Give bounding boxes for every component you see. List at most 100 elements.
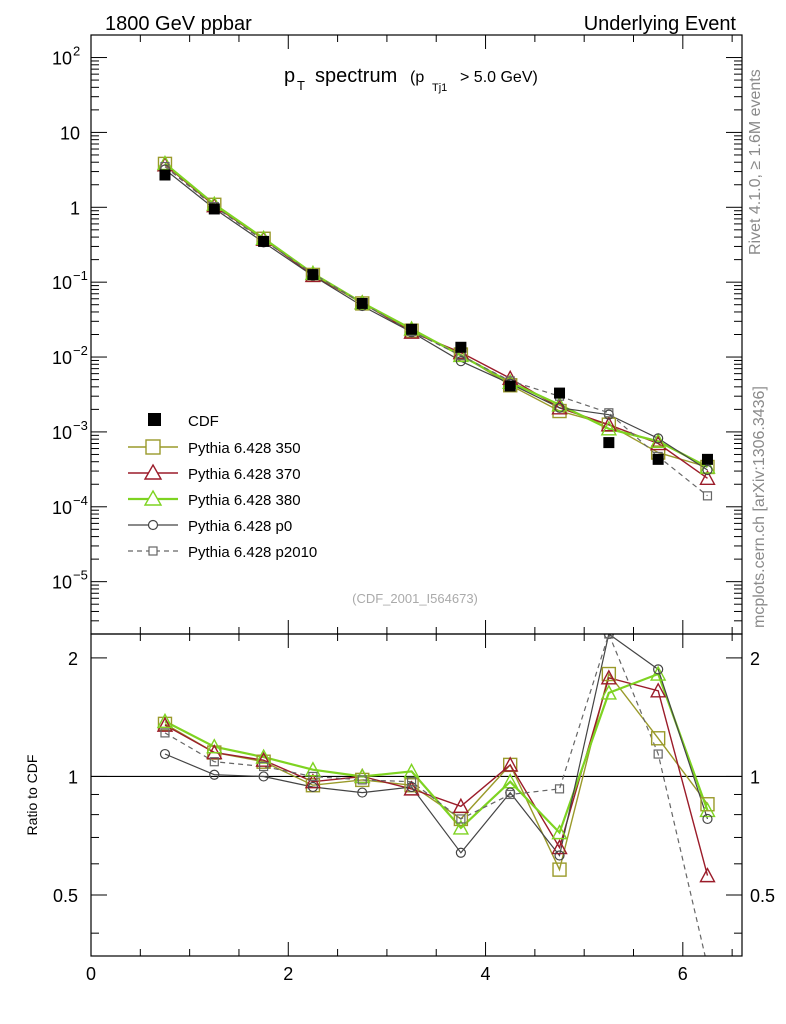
legend-label-cdf: CDF [188,413,219,430]
point-p2010 [702,491,713,501]
ratio-point-p2010 [160,728,170,738]
y-tick-label: 10 [52,498,72,518]
ratio-point-p2010 [406,777,417,787]
ratio-point-p370 [699,867,716,883]
ratio-point-p350 [601,666,617,682]
ratio-point-p2010 [209,757,219,767]
ratio-line-p2010 [164,634,706,956]
y-tick-exponent: −4 [73,493,88,508]
ratio-point-p370 [403,780,420,796]
point-cdf [356,297,368,309]
ratio-point-p350 [552,862,567,877]
legend: CDF Pythia 6.428 350 Pythia 6.428 370 Py… [128,413,317,561]
header-right: Underlying Event [584,13,737,35]
x-tick-label: 4 [481,964,491,984]
title-p: p [284,65,295,87]
ratio-y-tick-label-left: 2 [68,649,78,669]
ratio-frame [90,633,743,957]
ratio-y-tick-label-right: 0.5 [750,886,775,906]
point-cdf [701,453,713,465]
ratio-point-p350 [650,731,666,746]
y-tick-label: 10 [52,423,72,443]
ratio-point-p380 [649,665,667,681]
point-cdf [208,203,220,215]
ratio-point-p2010 [604,634,614,639]
legend-label-p2010: Pythia 6.428 p2010 [188,544,317,561]
plot-title: p T spectrum (p Tj1 > 5.0 GeV) [284,65,538,94]
ratio-point-p370 [156,716,174,732]
y-tick-exponent: −2 [73,343,88,358]
y-tick-exponent: −1 [73,268,88,283]
legend-marker-p2010 [148,546,158,556]
legend-label-p350: Pythia 6.428 350 [188,440,301,457]
ratio-point-p0 [307,781,319,793]
ratio-point-p350 [355,772,370,788]
y-tick-label: 10 [52,573,72,593]
mcplots-label: mcplots.cern.ch [arXiv:1306.3436] [751,386,768,628]
x-tick-label: 6 [678,964,688,984]
ratio-point-p2010 [456,814,466,824]
ratio-ylabel: Ratio to CDF [24,755,40,836]
ratio-y-tick-label-right: 1 [750,767,760,787]
ratio-line-p380 [164,672,709,835]
ratio-point-p0 [406,781,417,793]
ratio-point-p380 [206,738,223,754]
legend-label-p0: Pythia 6.428 p0 [188,518,292,535]
ratio-point-p380 [304,761,322,777]
main-series [156,154,716,501]
ratio-point-p380 [551,824,568,840]
ratio-point-p2010 [703,962,711,970]
point-p0 [554,402,565,413]
y-tick-label: 10 [60,123,80,143]
point-p370 [699,469,716,486]
ratio-point-p2010 [357,775,367,785]
point-cdf [258,235,270,247]
legend-marker-p380 [143,489,163,506]
y-tick-label: 1 [70,198,80,218]
ratio-line-p0 [164,634,709,857]
ratio-point-p2010 [653,749,663,759]
ratio-point-p0 [357,787,368,798]
point-cdf [406,323,418,335]
point-p2010 [604,408,614,418]
y-tick-exponent: −3 [73,418,88,433]
ratio-point-p380 [452,819,470,835]
title-word: spectrum [315,65,397,87]
title-cut-close: > 5.0 GeV) [460,69,538,86]
point-cdf [455,341,467,353]
ratio-point-p0 [455,847,466,858]
ratio-point-p370 [452,797,470,813]
y-tick-exponent: 2 [73,44,80,59]
ratio-point-p2010 [308,771,318,782]
ratio-axes: 0.5 0.5 1 1 2 2 0 2 4 6 [53,634,775,984]
ratio-point-p0 [258,771,269,782]
ratio-point-p380 [699,801,716,818]
series-line-p350 [164,163,708,468]
legend-marker-p350 [145,439,161,455]
ratio-y-tick-label-right: 2 [750,649,760,669]
point-cdf [652,453,664,465]
point-p0 [702,464,713,476]
ratio-point-p2010 [554,784,565,794]
ratio-point-p2010 [259,761,269,772]
series-line-p2010 [164,166,708,497]
ratio-point-p0 [702,813,713,825]
ratio-point-p350 [700,797,715,812]
ratio-line-p350 [164,672,709,872]
point-p370 [600,416,618,432]
ratio-point-p0 [554,850,565,861]
point-p370 [551,399,568,415]
y-tick-label: 10 [52,348,72,368]
ratio-point-p380 [600,684,618,700]
ratio-point-p370 [502,756,519,772]
ratio-point-p380 [156,712,174,729]
ratio-y-tick-label-left: 0.5 [53,886,78,906]
x-tick-label: 2 [283,964,293,984]
rivet-label: Rivet 4.1.0, ≥ 1.6M events [747,69,764,255]
ratio-point-p370 [255,751,272,767]
title-cut-open: (p [410,69,424,86]
ratio-line-p370 [164,676,709,876]
point-p0 [653,433,664,444]
